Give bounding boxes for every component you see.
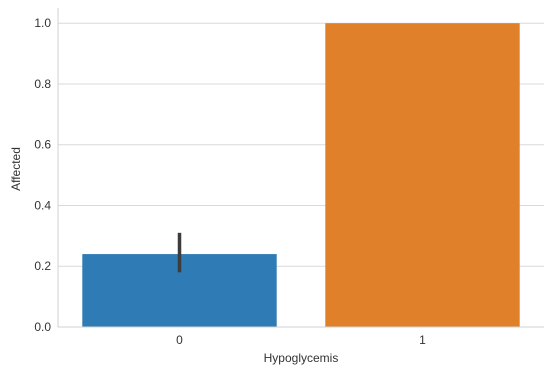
x-tick-label: 0 (176, 333, 183, 347)
bar-1 (325, 23, 520, 327)
y-axis-label: Affected (9, 147, 23, 191)
y-tick-label: 0.2 (34, 259, 51, 273)
y-tick-labels: 0.0 0.2 0.4 0.6 0.8 1.0 (34, 16, 51, 334)
y-tick-label: 0.0 (34, 320, 51, 334)
y-tick-label: 1.0 (34, 16, 51, 30)
y-tick-label: 0.8 (34, 77, 51, 91)
y-tick-label: 0.6 (34, 138, 51, 152)
x-tick-label: 1 (419, 333, 426, 347)
x-axis-label: Hypoglycemis (264, 351, 339, 365)
y-tick-label: 0.4 (34, 198, 51, 212)
